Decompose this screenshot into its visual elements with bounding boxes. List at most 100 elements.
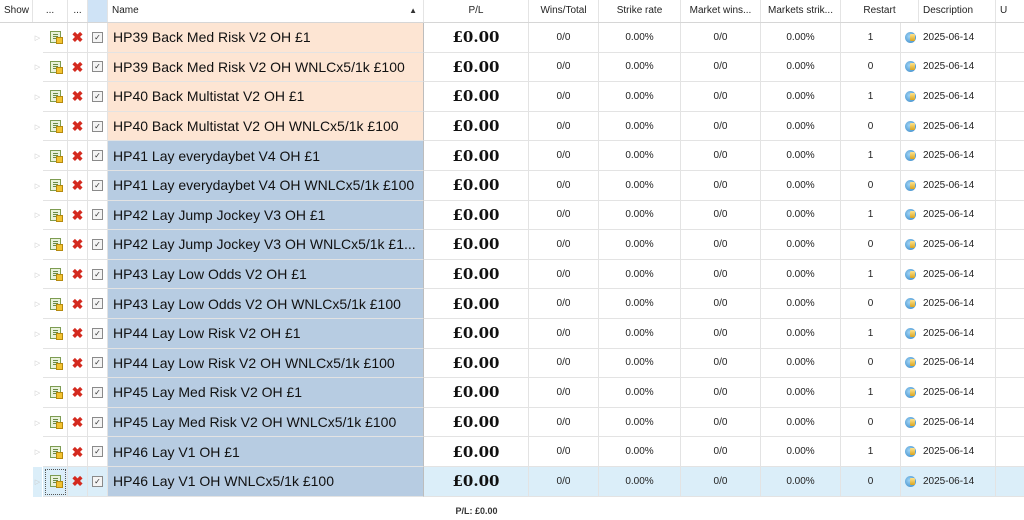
restart-button[interactable] xyxy=(901,319,919,349)
edit-strategy-button[interactable] xyxy=(43,23,68,53)
delete-strategy-button[interactable]: ✖ xyxy=(68,52,88,83)
row-expander-icon[interactable]: ▷ xyxy=(33,467,42,497)
delete-strategy-button[interactable]: ✖ xyxy=(68,407,88,438)
column-header-show[interactable]: Show xyxy=(0,0,33,22)
show-checkbox[interactable]: ✓ xyxy=(88,407,108,438)
strategy-name[interactable]: HP41 Lay everydaybet V4 OH £1 xyxy=(108,141,424,171)
edit-strategy-button[interactable] xyxy=(43,82,68,112)
show-checkbox[interactable]: ✓ xyxy=(88,230,108,260)
table-row[interactable]: ▷ ✖ ✓ HP39 Back Med Risk V2 OH WNLCx5/1k £1… xyxy=(0,52,1024,83)
show-checkbox[interactable]: ✓ xyxy=(88,52,108,83)
strategy-name[interactable]: HP40 Back Multistat V2 OH WNLCx5/1k £100 xyxy=(108,111,424,142)
edit-strategy-button[interactable] xyxy=(43,407,68,438)
column-header-selected[interactable] xyxy=(88,0,108,22)
delete-strategy-button[interactable]: ✖ xyxy=(68,111,88,142)
show-checkbox[interactable]: ✓ xyxy=(88,141,108,171)
show-checkbox[interactable]: ✓ xyxy=(88,259,108,290)
show-checkbox[interactable]: ✓ xyxy=(88,348,108,379)
table-row[interactable]: ▷ ✖ ✓ HP41 Lay everydaybet V4 OH WNLCx5/1k … xyxy=(0,171,1024,201)
show-checkbox[interactable]: ✓ xyxy=(88,171,108,201)
table-row[interactable]: ▷ ✖ ✓ HP40 Back Multistat V2 OH £1 £0.00 0/0 0… xyxy=(0,82,1024,112)
table-row[interactable]: ▷ ✖ ✓ HP44 Lay Low Risk V2 OH WNLCx5/1k £10… xyxy=(0,348,1024,379)
show-checkbox[interactable]: ✓ xyxy=(88,319,108,349)
restart-button[interactable] xyxy=(901,23,919,53)
column-header-dots-1[interactable]: ... xyxy=(33,0,68,22)
restart-button[interactable] xyxy=(901,230,919,260)
delete-strategy-button[interactable]: ✖ xyxy=(68,141,88,171)
table-row[interactable]: ▷ ✖ ✓ HP39 Back Med Risk V2 OH £1 £0.00 0/0 0.… xyxy=(0,23,1024,53)
strategy-name[interactable]: HP42 Lay Jump Jockey V3 OH £1 xyxy=(108,200,424,231)
restart-button[interactable] xyxy=(901,260,919,290)
column-header-strike-rate[interactable]: Strike rate xyxy=(599,0,681,22)
column-header-name[interactable]: Name ▲ xyxy=(108,0,424,22)
column-header-markets-strike[interactable]: Markets strik... xyxy=(761,0,841,22)
strategy-name[interactable]: HP40 Back Multistat V2 OH £1 xyxy=(108,82,424,112)
show-checkbox[interactable]: ✓ xyxy=(88,200,108,231)
delete-strategy-button[interactable]: ✖ xyxy=(68,200,88,231)
column-header-description[interactable]: Description xyxy=(919,0,996,22)
delete-strategy-button[interactable]: ✖ xyxy=(68,319,88,349)
column-header-dots-2[interactable]: ... xyxy=(68,0,88,22)
edit-strategy-button[interactable] xyxy=(43,289,68,319)
table-row[interactable]: ▷ ✖ ✓ HP43 Lay Low Odds V2 OH WNLCx5/1k £10… xyxy=(0,289,1024,319)
strategy-name[interactable]: HP46 Lay V1 OH WNLCx5/1k £100 xyxy=(108,467,424,497)
restart-button[interactable] xyxy=(901,82,919,112)
strategy-name[interactable]: HP44 Lay Low Risk V2 OH WNLCx5/1k £100 xyxy=(108,348,424,379)
strategy-name[interactable]: HP44 Lay Low Risk V2 OH £1 xyxy=(108,319,424,349)
table-row[interactable]: ▷ ✖ ✓ HP46 Lay V1 OH £1 £0.00 0/0 0.00% 0/0 0.00… xyxy=(0,437,1024,467)
row-expander-icon[interactable]: ▷ xyxy=(34,212,41,220)
row-expander-icon[interactable]: ▷ xyxy=(34,34,41,42)
edit-strategy-button[interactable] xyxy=(43,52,68,83)
column-header-u[interactable]: U xyxy=(1000,5,1008,16)
strategy-name[interactable]: HP41 Lay everydaybet V4 OH WNLCx5/1k £10… xyxy=(108,171,424,201)
edit-strategy-button[interactable] xyxy=(43,437,68,467)
restart-button[interactable] xyxy=(901,349,919,379)
show-checkbox[interactable]: ✓ xyxy=(88,437,108,467)
row-expander-icon[interactable]: ▷ xyxy=(34,419,41,427)
column-header-wins-total[interactable]: Wins/Total xyxy=(529,0,599,22)
restart-button[interactable] xyxy=(901,141,919,171)
table-row[interactable]: ▷ ✖ ✓ HP42 Lay Jump Jockey V3 OH £1 £0.00 0/0… xyxy=(0,200,1024,231)
delete-strategy-button[interactable]: ✖ xyxy=(68,259,88,290)
delete-strategy-button[interactable]: ✖ xyxy=(68,171,88,201)
edit-strategy-button[interactable] xyxy=(43,348,68,379)
restart-button[interactable] xyxy=(901,289,919,319)
strategy-name[interactable]: HP46 Lay V1 OH £1 xyxy=(108,437,424,467)
edit-strategy-button[interactable] xyxy=(43,200,68,231)
row-expander-icon[interactable]: ▷ xyxy=(34,389,41,397)
strategy-name[interactable]: HP45 Lay Med Risk V2 OH £1 xyxy=(108,378,424,408)
table-row[interactable]: ▷ ✖ ✓ HP42 Lay Jump Jockey V3 OH WNLCx5/1k … xyxy=(0,230,1024,260)
column-header-restart[interactable]: Restart xyxy=(841,0,919,22)
restart-button[interactable] xyxy=(901,437,919,467)
row-expander-icon[interactable]: ▷ xyxy=(34,64,41,72)
delete-strategy-button[interactable]: ✖ xyxy=(68,82,88,112)
row-expander-icon[interactable]: ▷ xyxy=(34,449,41,457)
restart-button[interactable] xyxy=(901,53,919,83)
table-row[interactable]: ▷ ✖ ✓ HP45 Lay Med Risk V2 OH WNLCx5/1k £10… xyxy=(0,407,1024,438)
restart-button[interactable] xyxy=(901,467,919,497)
row-expander-icon[interactable]: ▷ xyxy=(34,271,41,279)
show-checkbox[interactable]: ✓ xyxy=(88,467,108,497)
row-expander-icon[interactable]: ▷ xyxy=(34,301,41,309)
delete-strategy-button[interactable]: ✖ xyxy=(68,230,88,260)
strategy-name[interactable]: HP43 Lay Low Odds V2 OH WNLCx5/1k £100 xyxy=(108,289,424,319)
restart-button[interactable] xyxy=(901,408,919,438)
delete-strategy-button[interactable]: ✖ xyxy=(68,467,88,497)
delete-strategy-button[interactable]: ✖ xyxy=(68,348,88,379)
show-checkbox[interactable]: ✓ xyxy=(88,23,108,53)
table-row[interactable]: ▷ ✖ ✓ HP41 Lay everydaybet V4 OH £1 £0.00 0/0… xyxy=(0,141,1024,171)
row-expander-icon[interactable]: ▷ xyxy=(34,123,41,131)
column-header-market-wins[interactable]: Market wins... xyxy=(681,0,761,22)
table-row[interactable]: ▷ ✖ ✓ HP43 Lay Low Odds V2 OH £1 £0.00 0/0 0.0… xyxy=(0,259,1024,290)
table-row[interactable]: ▷ ✖ ✓ HP46 Lay V1 OH WNLCx5/1k £100 £0.00 0/0… xyxy=(0,467,1024,497)
restart-button[interactable] xyxy=(901,378,919,408)
edit-strategy-button[interactable] xyxy=(43,319,68,349)
show-checkbox[interactable]: ✓ xyxy=(88,82,108,112)
show-checkbox[interactable]: ✓ xyxy=(88,111,108,142)
edit-strategy-button[interactable] xyxy=(43,467,68,497)
show-checkbox[interactable]: ✓ xyxy=(88,378,108,408)
row-expander-icon[interactable]: ▷ xyxy=(34,241,41,249)
delete-strategy-button[interactable]: ✖ xyxy=(68,23,88,53)
edit-strategy-button[interactable] xyxy=(43,259,68,290)
strategy-name[interactable]: HP39 Back Med Risk V2 OH £1 xyxy=(108,23,424,53)
